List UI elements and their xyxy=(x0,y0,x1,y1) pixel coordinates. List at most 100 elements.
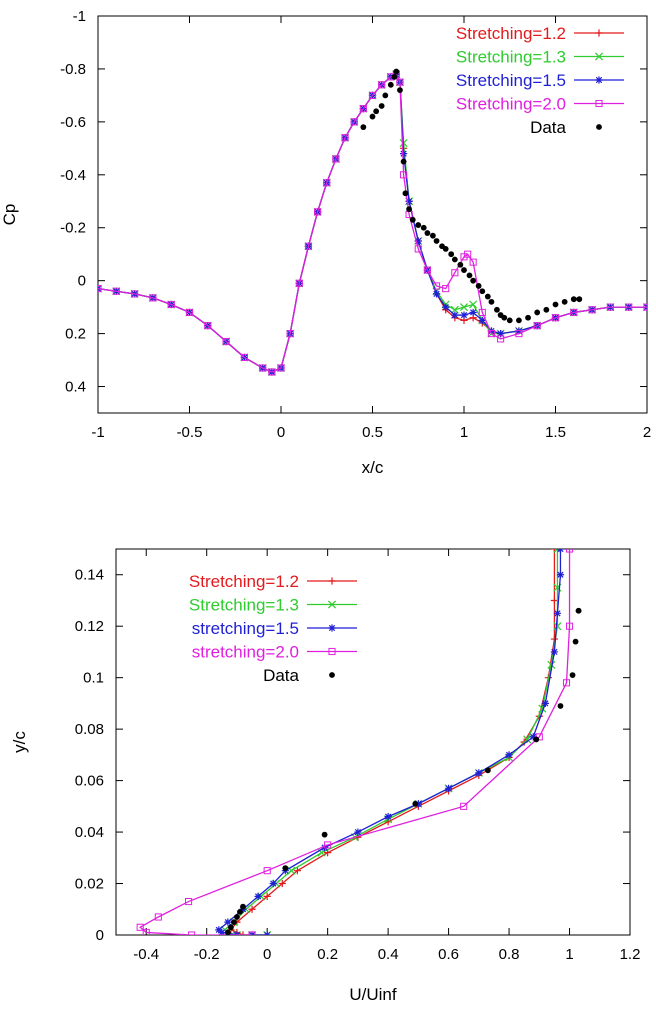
data-point xyxy=(576,296,583,303)
y-tick-label: 0 xyxy=(78,273,86,290)
legend-marker xyxy=(594,52,604,61)
data-point xyxy=(234,914,240,920)
data-point xyxy=(442,285,450,293)
legend-marker xyxy=(595,99,603,108)
y-tick-label: 0.04 xyxy=(75,824,104,841)
data-point xyxy=(240,353,248,361)
data-point xyxy=(237,908,243,915)
data-point xyxy=(324,841,332,849)
x-axis-label: x/c xyxy=(362,458,384,477)
x-tick-label: -0.5 xyxy=(177,424,203,441)
data-point xyxy=(561,298,568,305)
x-tick-label: 0 xyxy=(263,946,271,963)
data-point xyxy=(501,314,508,321)
data-point xyxy=(461,267,467,273)
data-point xyxy=(420,224,427,231)
y-axis-label: Cp xyxy=(0,204,19,226)
data-point xyxy=(543,306,550,313)
data-point xyxy=(269,879,277,888)
data-point xyxy=(204,322,212,330)
data-point xyxy=(278,879,286,888)
data-point xyxy=(547,660,556,669)
y-tick-label: 0.14 xyxy=(75,567,104,584)
data-point xyxy=(562,679,571,687)
data-point xyxy=(556,571,565,579)
data-point xyxy=(268,368,276,376)
legend-label: Stretching=1.3 xyxy=(456,48,566,67)
data-point xyxy=(368,91,377,99)
data-point xyxy=(557,703,564,709)
data-point xyxy=(378,103,385,109)
legend-label: Stretching=1.3 xyxy=(189,596,299,615)
data-point xyxy=(286,330,294,338)
data-point xyxy=(295,279,303,287)
data-point xyxy=(523,735,532,744)
data-point xyxy=(248,931,256,935)
data-point xyxy=(277,364,285,372)
x-tick-label: -0.4 xyxy=(133,946,159,963)
data-point xyxy=(393,68,400,75)
data-point xyxy=(432,290,441,298)
data-point xyxy=(469,308,477,317)
data-point xyxy=(478,308,486,316)
data-point xyxy=(185,308,194,316)
data-point xyxy=(424,230,431,236)
x-tick-label: 0.2 xyxy=(317,946,338,963)
x-tick-label: 0.5 xyxy=(362,424,383,441)
data-point xyxy=(448,251,455,258)
legend-label: Stretching=2.0 xyxy=(456,95,566,114)
data-point xyxy=(405,197,413,205)
legend-label: Stretching=1.5 xyxy=(456,71,566,90)
legend-label: stretching=2.0 xyxy=(192,643,299,662)
data-point xyxy=(224,929,231,935)
y-tick-label: 0.02 xyxy=(75,876,104,893)
data-point xyxy=(231,919,237,926)
y-tick-label: 0.4 xyxy=(65,379,86,396)
data-point xyxy=(478,316,486,324)
data-point xyxy=(525,314,531,321)
data-point xyxy=(282,865,289,871)
legend-label: Stretching=1.2 xyxy=(456,24,566,43)
data-point xyxy=(497,330,505,338)
data-point xyxy=(402,190,409,197)
legend-marker xyxy=(595,29,603,37)
data-point xyxy=(479,288,486,295)
data-point xyxy=(606,303,614,311)
velocity-profile-chart: -0.4 -0.2 0 0.2 0.4 0.6 0.8 1 1.2 0 0.02 0.04 0.06 0.… xyxy=(10,548,641,1004)
series-4 xyxy=(136,549,574,935)
data-point xyxy=(142,928,150,935)
data-point xyxy=(369,113,376,120)
data-point xyxy=(464,250,472,258)
data-point xyxy=(240,903,246,910)
x-tick-label: 1.2 xyxy=(620,946,641,963)
data-point xyxy=(432,282,441,290)
x-tick-label: 0 xyxy=(277,424,285,441)
data-point xyxy=(227,924,234,931)
data-point xyxy=(433,238,440,244)
data-point xyxy=(188,931,196,935)
data-point xyxy=(451,311,459,319)
data-point xyxy=(469,258,477,266)
data-point xyxy=(359,105,367,113)
data-point xyxy=(550,648,559,656)
data-point xyxy=(460,802,468,810)
data-point xyxy=(406,206,412,213)
data-point xyxy=(484,767,491,774)
data-point xyxy=(341,134,349,142)
data-point xyxy=(442,246,449,252)
x-tick-label: 2 xyxy=(643,424,651,441)
data-point xyxy=(553,609,562,617)
data-point xyxy=(314,208,322,216)
legend-label: Data xyxy=(530,118,566,137)
data-point xyxy=(643,303,647,311)
data-point xyxy=(224,918,232,926)
data-point xyxy=(484,293,491,300)
legend-marker xyxy=(328,577,336,585)
data-point xyxy=(588,306,596,314)
data-point xyxy=(384,813,392,821)
data-point xyxy=(569,672,576,678)
legend-label: Data xyxy=(263,666,299,685)
data-point xyxy=(409,216,416,223)
data-point xyxy=(350,118,358,126)
